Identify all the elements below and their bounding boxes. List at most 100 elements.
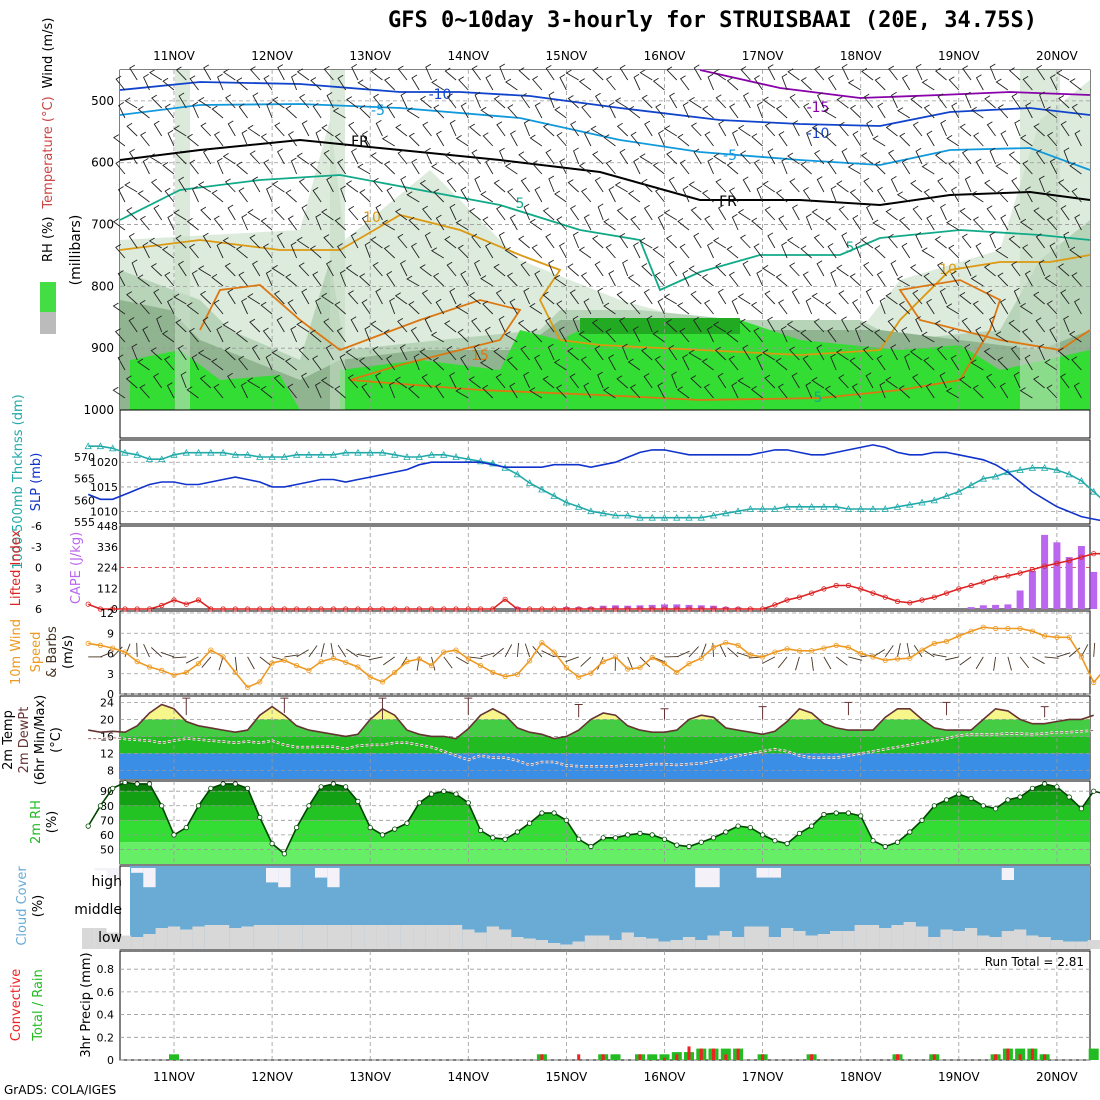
wind-barb [811, 208, 825, 221]
wind-barb [532, 76, 543, 91]
wind-barb [1057, 263, 1070, 277]
wind-barb [173, 125, 187, 137]
wind-barb [274, 206, 285, 221]
wind-barb [449, 372, 457, 389]
rh-point [931, 803, 937, 809]
axis-title-group: 2m RH (%) [29, 800, 60, 844]
wind-barb [386, 186, 396, 203]
wind-speed-point [453, 647, 459, 653]
wind-barb [816, 176, 825, 193]
wind-barb [964, 259, 972, 277]
wind-barb [690, 290, 702, 305]
rh-point [441, 788, 447, 794]
wind-barb [959, 656, 972, 666]
wind-barb [805, 297, 813, 315]
wind-barb [1007, 656, 1012, 671]
wind-barb [545, 149, 555, 165]
wind-speed-point [1017, 625, 1023, 632]
rh-point [343, 784, 349, 790]
wind-barb [912, 374, 923, 389]
wind-barb [950, 270, 960, 287]
wind-barb [444, 67, 457, 81]
precip-convective-bar [540, 1054, 544, 1060]
axis-title: CAPE (J/kg) [69, 532, 84, 604]
wind-barb [811, 377, 825, 389]
wind-barb [912, 205, 923, 221]
panel-frame [119, 439, 1091, 525]
low-cloud-gap [302, 925, 316, 949]
rh-point [330, 781, 336, 787]
wind-barb [630, 215, 641, 231]
wind-speed-point [882, 657, 888, 663]
wind-speed-point [796, 648, 803, 654]
wind-barb [569, 205, 580, 221]
wind-barb [339, 353, 347, 371]
wind-barb [345, 96, 359, 109]
wind-speed-point [992, 625, 999, 632]
wind-speed-point [907, 655, 913, 661]
wind-barb [266, 185, 273, 203]
wind-barb [213, 131, 224, 147]
rh-point [956, 791, 962, 797]
wind-barb [676, 302, 690, 315]
wind-barb [762, 180, 776, 193]
wind-barb [252, 176, 261, 193]
wind-barb [652, 246, 665, 259]
low-cloud-gap [364, 925, 377, 949]
thickness-point [403, 453, 411, 460]
wind-barb [202, 232, 212, 249]
wind-barb [222, 321, 236, 333]
wind-barb [164, 187, 175, 203]
wind-barb [197, 349, 212, 361]
wind-barb [1035, 149, 1046, 165]
wind-barb [887, 318, 898, 333]
thickness-point [268, 453, 276, 460]
wind-barb [1020, 134, 1033, 147]
wind-barb [641, 178, 653, 193]
temperature-contour [119, 138, 1091, 207]
low-cloud-gap [572, 941, 585, 949]
lifted-index-point [318, 606, 324, 612]
wind-barb [252, 92, 261, 109]
wind-barb [1049, 74, 1058, 91]
lifted-index-point [588, 606, 594, 612]
lifted-index-point [526, 606, 533, 612]
precip-convective-bar [932, 1054, 936, 1060]
low-cloud-gap [940, 929, 953, 949]
wind-barb [731, 382, 739, 399]
wind-barb [262, 327, 273, 343]
wind-barb [397, 233, 408, 249]
rh-tick-label: 70 [100, 814, 114, 827]
wind-barb [271, 180, 285, 193]
wind-barb [1060, 205, 1070, 221]
wind-barb [164, 356, 175, 371]
wind-barb [1068, 647, 1081, 658]
rh-point [416, 800, 422, 806]
wind-barb [273, 290, 285, 305]
wind-barb [605, 75, 616, 91]
wind-barb [128, 148, 138, 165]
wind-barb [227, 120, 236, 137]
wind-barb [639, 656, 651, 668]
axis-title: 3hr Precip (mm) [79, 952, 94, 1057]
cape-tick-label: 336 [97, 541, 118, 554]
lifted-index-point [600, 606, 606, 612]
thickness-point [84, 442, 92, 450]
wind-barb [224, 178, 236, 193]
wind-barb [334, 385, 346, 399]
wind-barb [263, 75, 273, 91]
precip-convective-bar [1043, 1054, 1047, 1060]
wind-barb [717, 372, 727, 389]
wind-barb [504, 162, 518, 175]
wind-barb [740, 150, 751, 165]
wind-barb [301, 372, 310, 389]
wind-barb [608, 186, 616, 203]
rh-tick-label: 50 [100, 843, 114, 856]
thickness-point [1090, 487, 1098, 495]
rh-point [710, 835, 717, 841]
low-cloud-gap [682, 937, 696, 949]
wind-barb [485, 74, 494, 91]
wind-barb [731, 213, 739, 231]
thickness-tick-label: 570 [74, 451, 95, 464]
wind-barb [285, 189, 297, 203]
